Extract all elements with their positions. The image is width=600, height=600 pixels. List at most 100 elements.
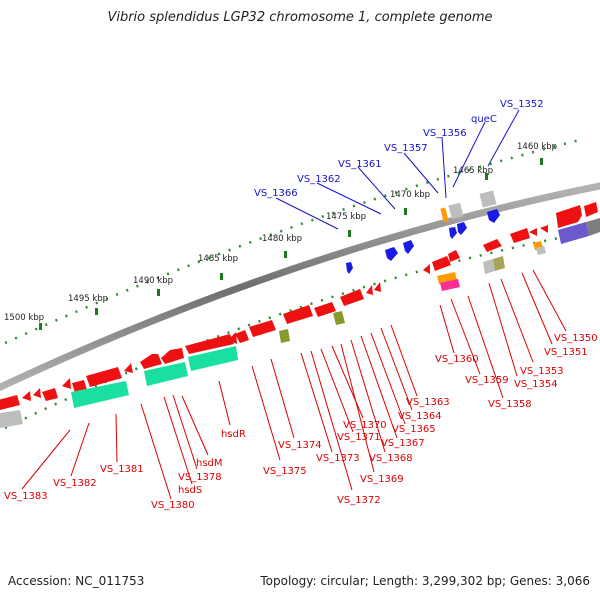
reverse-genes bbox=[0, 202, 598, 410]
gene-gray bbox=[479, 190, 497, 208]
gene-arrow-reverse bbox=[540, 225, 548, 233]
gene-arrow-forward bbox=[403, 240, 414, 254]
reverse-inner-genes bbox=[0, 218, 600, 428]
label-vs1357: VS_1357 bbox=[384, 143, 428, 154]
ruler-tick bbox=[157, 289, 160, 296]
chromosome-backbone bbox=[0, 182, 600, 392]
label-vs1373: VS_1373 bbox=[316, 453, 360, 464]
gene-block bbox=[185, 334, 234, 354]
label-vs1371: VS_1371 bbox=[337, 432, 381, 443]
ruler-label-1470: 1470 kbp bbox=[390, 190, 430, 200]
gene-teal bbox=[71, 381, 129, 408]
gene-arrow-forward bbox=[346, 262, 353, 274]
label-vs1383: VS_1383 bbox=[4, 491, 48, 502]
gene-olive bbox=[279, 329, 290, 343]
label-vs1365: VS_1365 bbox=[392, 424, 436, 435]
ruler-tick bbox=[348, 230, 351, 237]
summary-text: Topology: circular; Length: 3,299,302 bp… bbox=[260, 574, 590, 588]
forward-misc bbox=[440, 190, 497, 223]
ruler-tick bbox=[95, 308, 98, 315]
gene-arrow-reverse bbox=[161, 348, 184, 364]
ruler-tick bbox=[284, 251, 287, 258]
label-vs1351: VS_1351 bbox=[544, 347, 588, 358]
label-vs1360: VS_1360 bbox=[435, 354, 479, 365]
gene-block bbox=[235, 330, 249, 343]
ruler-label-1475: 1475 kbp bbox=[326, 212, 366, 222]
gene-block bbox=[42, 388, 58, 401]
ruler-tick bbox=[485, 173, 488, 180]
label-vs1363: VS_1363 bbox=[406, 397, 450, 408]
gene-block bbox=[283, 305, 313, 324]
gene-gray bbox=[483, 259, 495, 274]
label-vs1350: VS_1350 bbox=[554, 333, 598, 344]
label-vs1378: VS_1378 bbox=[178, 472, 222, 483]
ruler-label-1500: 1500 kbp bbox=[4, 313, 44, 323]
gene-arrow-forward bbox=[487, 209, 500, 223]
label-vs1367: VS_1367 bbox=[381, 438, 425, 449]
ruler-tick bbox=[39, 323, 42, 330]
label-vs1382: VS_1382 bbox=[53, 478, 97, 489]
gene-purple bbox=[558, 222, 589, 244]
label-vs1361: VS_1361 bbox=[338, 159, 382, 170]
gene-block bbox=[556, 205, 582, 228]
gene-arrow-reverse bbox=[140, 354, 162, 369]
label-vs1370: VS_1370 bbox=[343, 420, 387, 431]
gene-arrow-reverse bbox=[33, 388, 41, 398]
gene-block bbox=[86, 367, 122, 387]
gene-arrow-reverse bbox=[366, 285, 373, 295]
gene-arrow-reverse bbox=[448, 250, 460, 262]
ruler-major-ticks bbox=[39, 158, 543, 330]
label-quec: queC bbox=[471, 114, 497, 125]
label-vs1354: VS_1354 bbox=[514, 379, 558, 390]
label-vs1381: VS_1381 bbox=[100, 464, 144, 475]
ruler-label-1465: 1465 kbp bbox=[453, 166, 493, 176]
gene-darkgray bbox=[586, 218, 600, 236]
gene-arrow-reverse bbox=[22, 391, 31, 401]
forward-genes bbox=[346, 209, 500, 274]
gene-olive bbox=[333, 311, 345, 325]
label-vs1368: VS_1368 bbox=[369, 453, 413, 464]
reverse-leader-lines bbox=[21, 269, 567, 500]
ruler-tick bbox=[404, 208, 407, 215]
gene-arrow-reverse bbox=[483, 239, 502, 252]
forward-leader-lines bbox=[275, 109, 520, 230]
gene-arrow-forward bbox=[449, 227, 457, 239]
label-vs1362: VS_1362 bbox=[297, 174, 341, 185]
gene-gray bbox=[448, 202, 464, 220]
label-vs1366: VS_1366 bbox=[254, 188, 298, 199]
ruler-label-1490: 1490 kbp bbox=[133, 276, 173, 286]
ruler-outer-arc bbox=[4, 138, 581, 345]
ruler-label-1460: 1460 kbp bbox=[517, 142, 557, 152]
gene-orange bbox=[440, 207, 449, 223]
label-hsdm: hsdM bbox=[196, 458, 223, 469]
label-vs1375: VS_1375 bbox=[263, 466, 307, 477]
gene-pink bbox=[440, 279, 460, 291]
gene-teal bbox=[144, 362, 188, 386]
ruler-inner-arc bbox=[4, 228, 600, 430]
gene-block bbox=[432, 256, 451, 271]
gene-arrow-reverse bbox=[423, 264, 430, 274]
gene-arrow-reverse bbox=[124, 363, 133, 373]
label-vs1380: VS_1380 bbox=[151, 500, 195, 511]
gene-olive bbox=[493, 256, 505, 271]
gene-gray bbox=[0, 410, 23, 428]
gene-arrow-reverse bbox=[529, 228, 537, 236]
gene-arrow-reverse bbox=[374, 282, 381, 292]
gene-block bbox=[584, 202, 598, 217]
ruler-tick bbox=[540, 158, 543, 165]
label-vs1374: VS_1374 bbox=[278, 440, 322, 451]
reverse-labels: VS_1350 VS_1351 VS_1353 VS_1354 VS_1358 … bbox=[4, 333, 598, 511]
ruler-tick bbox=[220, 273, 223, 280]
map-title: Vibrio splendidus LGP32 chromosome 1, co… bbox=[107, 10, 493, 25]
gene-arrow-forward bbox=[457, 222, 467, 235]
label-hsds: hsdS bbox=[178, 485, 202, 496]
accession-text: Accession: NC_011753 bbox=[8, 574, 145, 588]
label-vs1352: VS_1352 bbox=[500, 99, 544, 110]
gene-arrow-reverse bbox=[62, 378, 71, 389]
gene-block bbox=[340, 289, 364, 306]
gene-gray bbox=[536, 246, 546, 255]
label-vs1353: VS_1353 bbox=[520, 366, 564, 377]
gene-block bbox=[0, 395, 20, 410]
